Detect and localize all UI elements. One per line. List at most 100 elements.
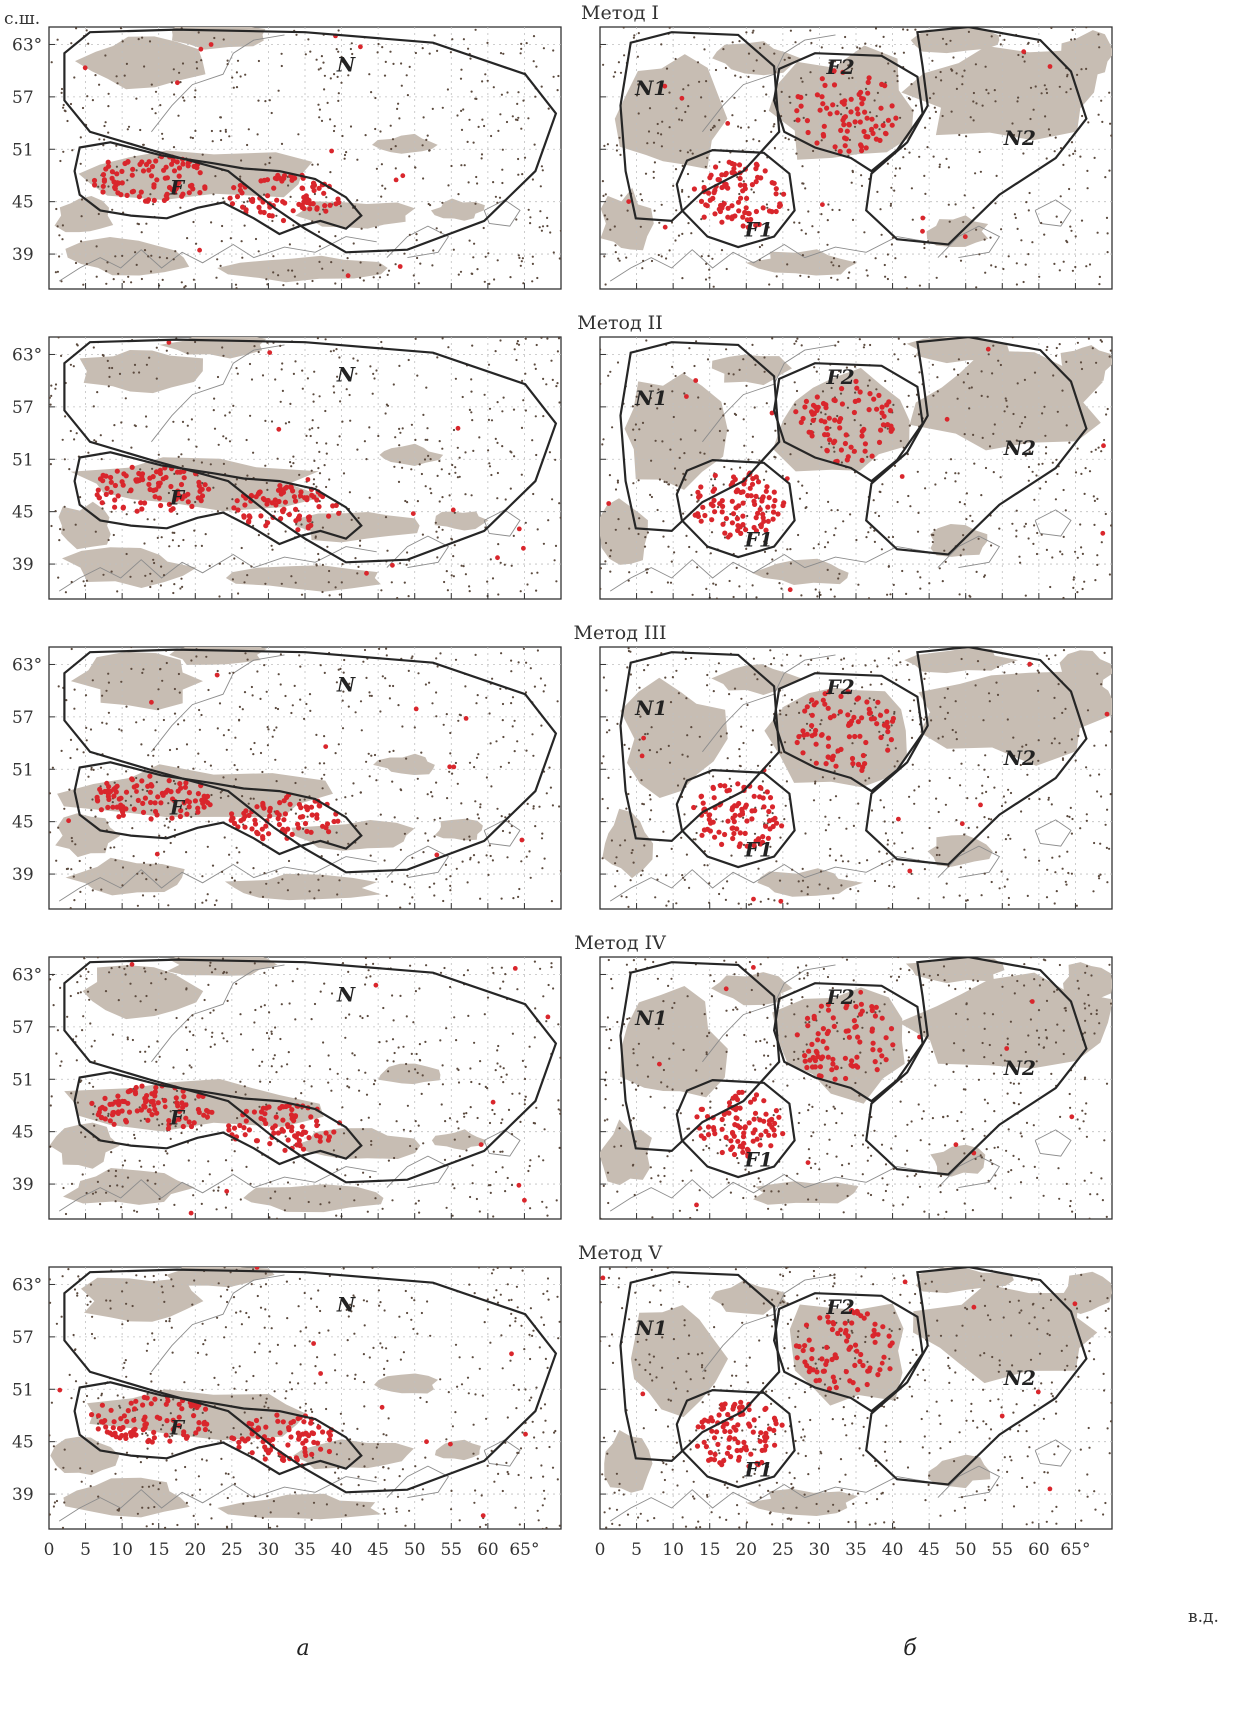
station-point [552, 75, 555, 78]
station-point [771, 812, 774, 815]
station-point [737, 902, 740, 905]
station-point [1021, 55, 1024, 59]
station-point [381, 46, 384, 49]
station-point [700, 218, 703, 221]
station-point [787, 705, 790, 708]
station-point [823, 546, 827, 549]
station-point [121, 40, 124, 43]
station-point [252, 867, 255, 870]
cluster-point [206, 486, 212, 492]
station-point [213, 903, 216, 907]
station-point [738, 748, 741, 751]
station-point [502, 980, 505, 983]
station-point [960, 762, 963, 765]
station-point [368, 694, 371, 697]
station-point [904, 850, 907, 854]
station-point [540, 837, 544, 840]
station-point [999, 43, 1002, 46]
station-point [767, 897, 770, 901]
cluster-point [819, 94, 825, 100]
station-point [305, 702, 308, 706]
station-point [524, 337, 527, 340]
station-point [375, 779, 378, 782]
cluster-point [82, 65, 88, 71]
cluster-point [181, 475, 187, 481]
station-point [866, 274, 869, 277]
station-point [151, 467, 154, 470]
station-point [1033, 498, 1036, 501]
station-point [1044, 115, 1047, 118]
station-point [496, 201, 499, 204]
station-point [375, 369, 378, 372]
station-point [469, 858, 472, 861]
station-point [895, 664, 898, 667]
station-point [793, 342, 796, 345]
cluster-point [138, 189, 144, 195]
station-point [324, 338, 327, 341]
station-point [252, 451, 255, 454]
station-point [266, 726, 269, 729]
station-point [111, 208, 114, 211]
cluster-point [281, 817, 287, 823]
station-point [368, 775, 371, 778]
station-point [412, 1021, 415, 1024]
cluster-point [237, 182, 243, 189]
station-point [985, 88, 988, 91]
station-point [783, 58, 786, 61]
cluster-point [148, 816, 154, 822]
cluster-point [888, 737, 895, 743]
station-point [297, 133, 300, 136]
cluster-point [766, 808, 772, 815]
station-point [296, 282, 299, 285]
cluster-point [772, 497, 778, 504]
station-point [833, 770, 836, 773]
station-point [492, 86, 495, 89]
station-point [207, 1160, 210, 1163]
station-point [645, 339, 648, 342]
cluster-point [118, 802, 124, 808]
station-point [510, 659, 513, 662]
cluster-point [753, 161, 760, 167]
station-point [483, 393, 486, 396]
cluster-point [451, 764, 457, 770]
station-point [629, 673, 633, 676]
cluster-point [698, 198, 705, 204]
station-point [522, 99, 525, 102]
station-point [198, 708, 201, 712]
station-point [111, 366, 114, 370]
station-point [537, 1155, 541, 1158]
cluster-point [704, 203, 710, 209]
station-point [504, 498, 507, 501]
shaded-area [918, 671, 1112, 766]
station-point [545, 792, 548, 795]
station-point [1015, 672, 1018, 675]
station-point [154, 1008, 157, 1011]
station-point [1053, 150, 1056, 153]
station-point [559, 1056, 561, 1059]
station-point [107, 681, 110, 684]
station-point [527, 117, 530, 120]
station-point [742, 816, 745, 819]
station-point [329, 118, 332, 121]
station-point [173, 687, 176, 691]
station-point [650, 726, 653, 729]
station-point [274, 758, 277, 761]
station-point [904, 276, 907, 279]
station-point [887, 565, 891, 568]
station-point [513, 348, 516, 351]
station-point [556, 382, 559, 385]
cluster-point [248, 492, 254, 499]
station-point [523, 1103, 526, 1106]
station-point [217, 1189, 220, 1192]
station-point [556, 700, 559, 703]
station-point [335, 831, 338, 834]
station-point [924, 672, 927, 675]
cluster-point [92, 182, 98, 188]
station-point [145, 425, 148, 428]
station-point [304, 53, 307, 56]
station-point [359, 1015, 362, 1018]
station-point [142, 718, 145, 721]
station-point [492, 181, 495, 184]
region-label: N1 [634, 386, 667, 410]
station-point [265, 882, 268, 885]
